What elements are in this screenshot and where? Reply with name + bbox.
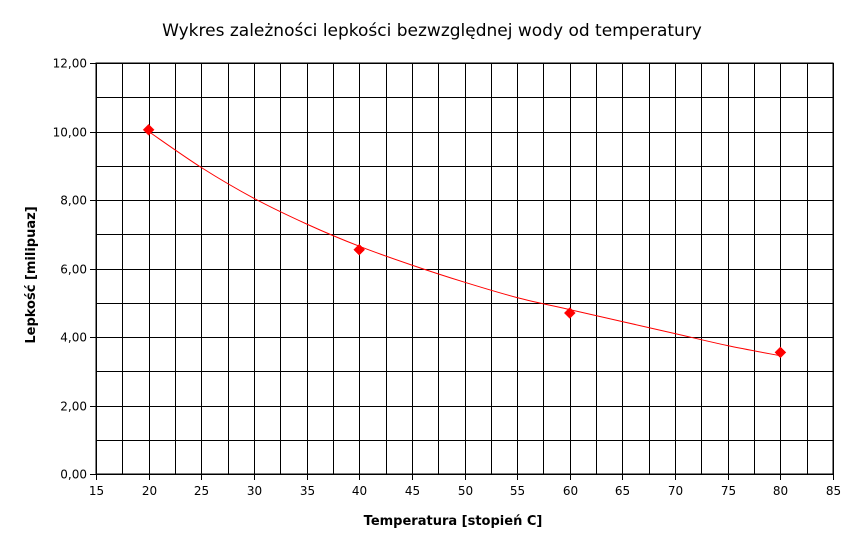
- y-tick-label: 12,00: [53, 57, 87, 71]
- x-tick-label: 85: [826, 484, 841, 498]
- x-axis-title: Temperatura [stopień C]: [364, 514, 543, 529]
- x-tick-label: 65: [615, 484, 630, 498]
- data-point: [353, 243, 366, 256]
- y-tick-label: 6,00: [60, 263, 87, 277]
- x-tick-label: 55: [510, 484, 525, 498]
- plot-area-frame: [95, 62, 834, 475]
- x-tick-label: 35: [300, 484, 315, 498]
- grid: [96, 63, 834, 475]
- x-tick-label: 30: [247, 484, 262, 498]
- y-tick-label: 10,00: [53, 126, 87, 140]
- data-points: [142, 123, 787, 359]
- chart-title: Wykres zależności lepkości bezwzględnej …: [162, 21, 702, 41]
- y-axis-ticks: 0,00 2,00 4,00 6,00 8,00 10,00 12,00: [53, 57, 96, 482]
- x-tick-label: 60: [563, 484, 578, 498]
- x-tick-label: 70: [668, 484, 683, 498]
- x-tick-label: 25: [194, 484, 209, 498]
- y-axis-title: Lepkość [milipuaz]: [24, 206, 39, 343]
- y-tick-label: 0,00: [60, 468, 87, 482]
- x-tick-label: 50: [458, 484, 473, 498]
- data-point: [563, 307, 576, 319]
- x-tick-label: 20: [142, 484, 157, 498]
- trendline: [148, 131, 781, 357]
- x-tick-label: 80: [773, 484, 788, 498]
- y-tick-label: 8,00: [60, 194, 87, 208]
- x-tick-label: 45: [405, 484, 420, 498]
- x-tick-label: 15: [89, 484, 104, 498]
- x-axis-ticks: 15 20 25 30 35 40 45 50 55 60 65 70 75 80 85: [89, 474, 841, 498]
- data-point: [774, 346, 787, 359]
- data-point: [142, 123, 155, 136]
- y-tick-label: 2,00: [60, 400, 87, 414]
- y-tick-label: 4,00: [60, 331, 87, 345]
- x-tick-label: 75: [721, 484, 736, 498]
- x-tick-label: 40: [352, 484, 367, 498]
